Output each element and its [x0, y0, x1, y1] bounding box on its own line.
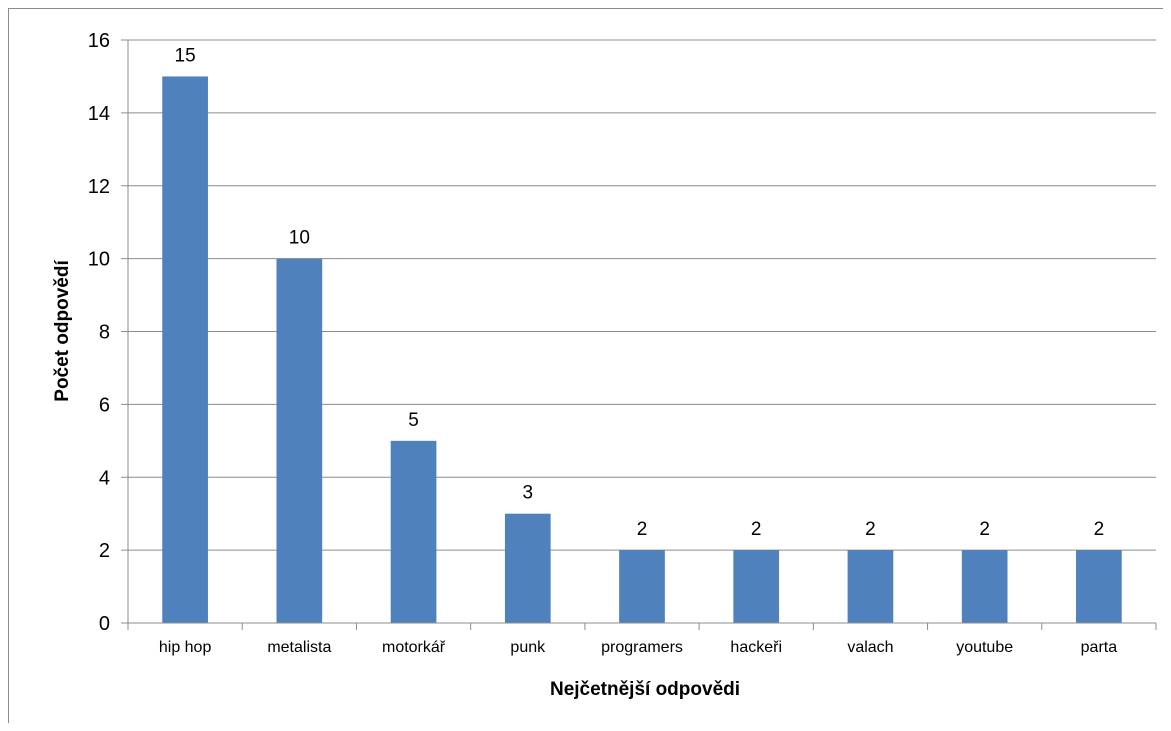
y-axis-title: Počet odpovědí: [52, 260, 73, 402]
data-label: 2: [865, 519, 876, 540]
data-label: 3: [522, 483, 533, 504]
x-tick-label: valach: [847, 639, 893, 656]
y-tick-label: 10: [88, 249, 110, 271]
x-tick-label: hackeři: [730, 639, 782, 656]
bar: [733, 550, 780, 623]
y-tick-label: 6: [99, 394, 110, 416]
y-tick-label: 14: [88, 103, 110, 125]
axes: [121, 39, 1157, 630]
bar: [847, 550, 894, 623]
y-tick-label: 16: [88, 30, 110, 52]
x-tick-label: hip hop: [159, 639, 212, 656]
y-tick-label: 4: [99, 467, 110, 489]
data-label: 10: [289, 228, 310, 249]
y-tick-label: 8: [99, 322, 110, 344]
data-label: 2: [751, 519, 762, 540]
bar: [619, 550, 665, 623]
x-tick-label: parta: [1081, 639, 1118, 656]
data-label: 2: [1094, 519, 1105, 540]
x-tick-label: punk: [510, 639, 546, 656]
bars: [162, 76, 1122, 623]
data-label: 2: [979, 519, 990, 540]
bar: [162, 76, 208, 623]
y-tick-label: 2: [99, 540, 110, 562]
data-label: 15: [175, 45, 196, 66]
x-tick-label: youtube: [956, 639, 1013, 656]
x-axis-title: Nejčetnější odpovědi: [550, 679, 740, 700]
labels: 0 2 4 6 8 10 12 14 16 15 hip hop 10 metalista 5 motork…: [88, 30, 1117, 656]
bar: [1076, 550, 1122, 623]
data-label: 5: [408, 410, 419, 431]
bar: [504, 513, 551, 623]
bar: [276, 258, 323, 623]
data-label: 2: [637, 519, 648, 540]
bar: [961, 550, 1008, 623]
bar: [390, 440, 437, 623]
x-tick-label: motorkář: [382, 639, 446, 656]
x-tick-label: metalista: [267, 639, 331, 656]
x-tick-label: programers: [601, 639, 683, 656]
y-tick-label: 12: [88, 176, 110, 198]
y-tick-label: 0: [99, 613, 110, 635]
